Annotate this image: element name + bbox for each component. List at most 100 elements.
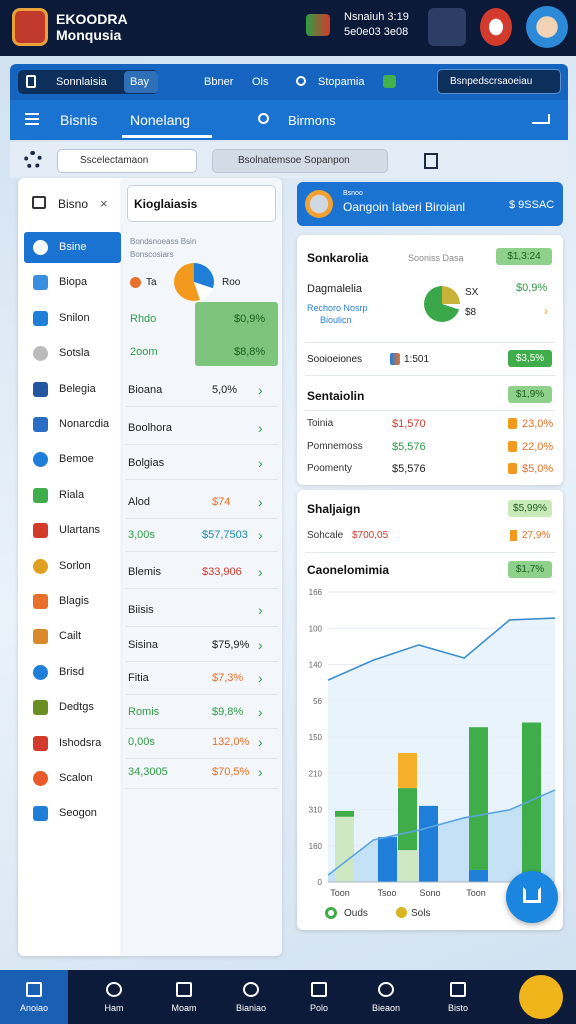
sidebar-icon[interactable] — [33, 664, 48, 680]
select-label[interactable]: Kioglaiasis — [134, 197, 198, 211]
sidebar-item[interactable]: Blagis — [59, 595, 89, 607]
avatar[interactable] — [480, 8, 512, 46]
chevron[interactable]: › — [258, 637, 263, 653]
chevron[interactable]: › — [258, 494, 263, 510]
sidebar-item[interactable]: Scalon — [59, 772, 93, 784]
sidebar-icon[interactable] — [33, 594, 48, 609]
nav-icon[interactable] — [450, 982, 466, 997]
nav-icon[interactable] — [26, 982, 42, 997]
nav-label[interactable]: Ham — [104, 1003, 124, 1013]
sidebar-item[interactable]: Brisd — [59, 665, 85, 678]
menu-item[interactable]: Ols — [252, 76, 269, 88]
sidebar-icon[interactable] — [33, 806, 48, 822]
icon[interactable] — [306, 14, 330, 36]
menu-item[interactable]: Bbner — [204, 76, 234, 88]
avatar[interactable] — [428, 8, 466, 46]
nav-label[interactable]: Anoiao — [19, 1003, 49, 1013]
dropdown[interactable] — [57, 149, 197, 173]
sidebar-icon[interactable] — [33, 771, 48, 786]
sidebar-icon[interactable] — [33, 629, 48, 645]
sidebar-item[interactable]: Bemoe — [59, 453, 94, 466]
chevron[interactable]: › — [258, 382, 263, 398]
nav-label[interactable]: Bieaon — [371, 1003, 401, 1013]
nav-label[interactable]: Polo — [309, 1003, 328, 1013]
sidebar-item[interactable]: Cailt — [59, 630, 82, 643]
chevron[interactable]: › — [258, 602, 263, 618]
dropdown-label[interactable]: Bsolnatemsoe Sopanpon — [238, 155, 350, 166]
sidebar-icon[interactable] — [33, 735, 48, 751]
highlight-value: $0,9% — [234, 313, 266, 325]
dropdown-label[interactable]: Sscelectamaon — [80, 155, 149, 166]
card-link[interactable]: Sooniss Dasa — [408, 253, 464, 263]
sidebar-icon[interactable] — [33, 523, 48, 539]
nav-icon[interactable] — [311, 982, 327, 997]
search-icon[interactable] — [258, 113, 269, 124]
search-link[interactable]: Stopamia — [318, 76, 365, 88]
brand: EKOODRA — [56, 11, 128, 27]
dropdown[interactable] — [212, 149, 388, 173]
chevron[interactable]: › — [258, 420, 263, 436]
tab-active[interactable] — [124, 71, 158, 93]
nav-search[interactable]: Birmons — [288, 113, 336, 128]
sidebar-icon[interactable] — [33, 381, 48, 397]
nav-icon[interactable] — [378, 982, 394, 997]
profile-button[interactable] — [519, 975, 563, 1019]
sidebar-icon[interactable] — [33, 700, 48, 716]
avatar[interactable] — [526, 6, 568, 48]
home-fab[interactable] — [506, 871, 558, 923]
view-icon[interactable] — [424, 153, 438, 169]
sidebar-icon[interactable] — [33, 275, 48, 291]
nav-icon[interactable] — [176, 982, 192, 997]
sidebar-icon[interactable] — [33, 487, 48, 503]
nav-label[interactable]: Bianiao — [235, 1003, 267, 1013]
button-label[interactable]: Bsnpedscrsaoeiau — [450, 76, 533, 87]
chevron[interactable]: › — [258, 564, 263, 580]
sidebar-icon[interactable] — [33, 346, 48, 362]
action-button[interactable] — [437, 69, 561, 94]
sidebar-icon[interactable] — [33, 240, 48, 255]
nav-tab[interactable]: Nonelang — [130, 112, 190, 128]
logo[interactable] — [12, 8, 48, 46]
sidebar-item[interactable]: Seogon — [59, 807, 97, 820]
sidebar-item[interactable]: Snilon — [59, 311, 90, 324]
nav-icon[interactable] — [106, 982, 122, 997]
chevron[interactable]: › — [544, 304, 548, 318]
chevron[interactable]: › — [258, 764, 263, 780]
sidebar-item[interactable]: Ulartans — [59, 524, 100, 537]
chevron[interactable]: › — [258, 455, 263, 471]
sidebar-item[interactable]: Dedtgs — [59, 701, 94, 714]
tab[interactable]: Bay — [130, 76, 149, 88]
sidebar-icon[interactable] — [33, 452, 48, 468]
home-glyph[interactable] — [523, 887, 541, 903]
nav-icon[interactable] — [243, 982, 259, 997]
sidebar-icon[interactable] — [33, 558, 48, 574]
sidebar-item[interactable]: Ishodsra — [59, 736, 102, 749]
sidebar-item[interactable]: Nonarcdia — [59, 418, 110, 430]
nav-icon[interactable] — [532, 114, 550, 124]
chevron[interactable]: › — [258, 527, 263, 543]
sidebar-item[interactable]: Sorlon — [59, 559, 91, 572]
select[interactable] — [127, 185, 276, 222]
menu-icon[interactable] — [25, 113, 39, 125]
sidebar-item[interactable]: Belegia — [59, 382, 96, 395]
sidebar-item[interactable]: Bsine — [59, 241, 87, 253]
sidebar-item[interactable]: Biopa — [59, 276, 88, 289]
tab[interactable]: Sonnlaisia — [56, 76, 107, 88]
settings-icon[interactable] — [24, 151, 42, 169]
banner[interactable] — [297, 182, 563, 226]
chevron[interactable]: › — [258, 734, 263, 750]
sidebar-item[interactable]: Riala — [59, 488, 85, 501]
badge: $3,5% — [508, 350, 552, 367]
chevron[interactable]: › — [258, 670, 263, 686]
y-tick-label: 100 — [309, 624, 323, 633]
nav-label[interactable]: Bisto — [447, 1003, 468, 1013]
sidebar-item[interactable]: Sotsla — [59, 347, 90, 360]
close-icon[interactable]: × — [100, 196, 108, 211]
menu-icon[interactable] — [25, 118, 39, 120]
sidebar-icon[interactable] — [33, 417, 48, 432]
nav-label[interactable]: Moam — [171, 1003, 197, 1013]
sidebar-icon[interactable] — [33, 310, 48, 326]
search-icon[interactable] — [296, 76, 306, 86]
chevron[interactable]: › — [258, 704, 263, 720]
pie-label: $8 — [465, 307, 477, 318]
